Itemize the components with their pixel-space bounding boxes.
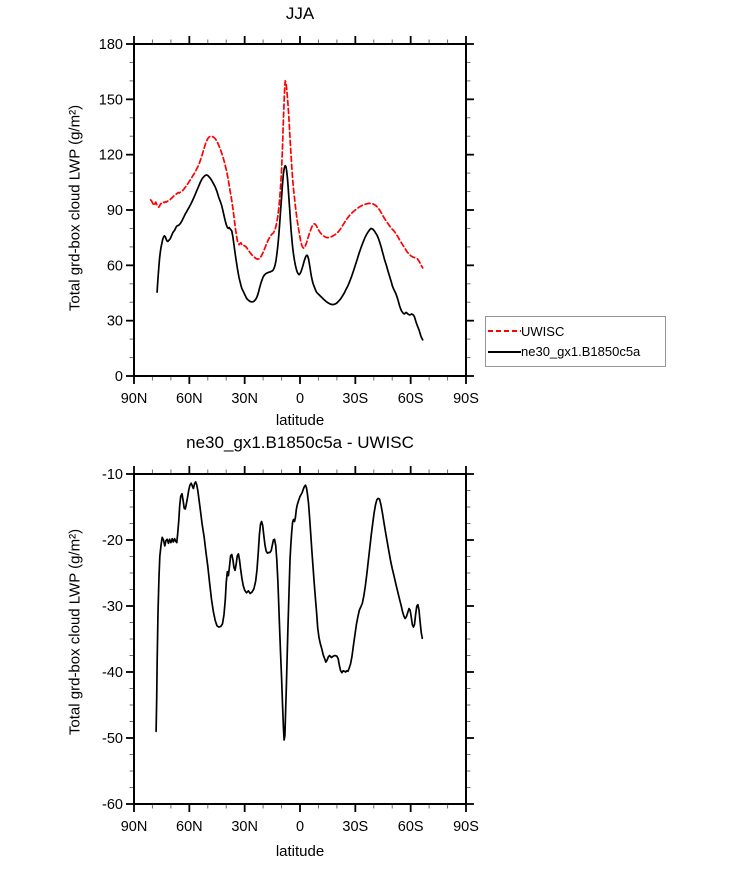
x-tick-label: 90N <box>121 819 148 835</box>
y-tick-label: 120 <box>99 148 123 164</box>
uwisc-dashed-line-swatch <box>488 330 521 333</box>
y-tick-label: 60 <box>107 258 123 274</box>
x-tick-label: 30N <box>231 819 258 835</box>
y-tick-label: 90 <box>107 203 123 219</box>
x-tick-label: 90N <box>121 391 148 407</box>
top-chart-title: JJA <box>285 4 315 23</box>
y-tick-label: 0 <box>115 369 123 385</box>
plot-frame <box>133 473 467 805</box>
x-tick-label: 60S <box>398 391 424 407</box>
y-tick-label: 30 <box>107 314 123 330</box>
x-tick-label: 30N <box>231 391 258 407</box>
x-tick-label: 0 <box>296 819 304 835</box>
chart-area-1: 90N 60N 30N 0 30S 60S 90S -60 -50 -40 -30 -20 -10 <box>102 466 479 835</box>
y-tick-label: -20 <box>102 533 123 549</box>
x-tick-label: 90S <box>453 391 479 407</box>
plot-frame <box>133 43 467 377</box>
x-tick-label: 0 <box>296 391 304 407</box>
chart-area-0: 90N 60N 30N 0 30S 60S 90S 0 30 60 90 120 150 180 <box>99 36 479 407</box>
top-chart-x-axis-label: latitude <box>275 412 325 429</box>
ne30-solid-line-swatch <box>488 350 521 353</box>
y-tick-label: -30 <box>102 599 123 615</box>
legend-item-uwisc: UWISC <box>488 325 665 338</box>
legend-label-uwisc: UWISC <box>521 323 565 339</box>
bottom-chart-title: ne30_gx1.B1850c5a - UWISC <box>186 433 414 452</box>
series-line-uwisc <box>149 80 424 269</box>
y-tick-label: -50 <box>102 731 123 747</box>
legend: UWISC ne30_gx1.B1850c5a <box>485 316 666 367</box>
x-tick-label: 90S <box>453 819 479 835</box>
y-tick-label: 180 <box>99 37 123 53</box>
x-tick-label: 30S <box>342 819 368 835</box>
legend-item-ne30: ne30_gx1.B1850c5a <box>488 345 665 358</box>
legend-label-ne30: ne30_gx1.B1850c5a <box>521 344 641 360</box>
bottom-chart-y-axis-label: Total grd-box cloud LWP (g/m²) <box>66 528 84 736</box>
bottom-chart-x-axis-label: latitude <box>275 843 325 860</box>
y-tick-label: -60 <box>102 797 123 813</box>
x-tick-label: 60S <box>398 819 424 835</box>
y-tick-label: -40 <box>102 665 123 681</box>
y-tick-label: -10 <box>102 467 123 483</box>
y-tick-label: 150 <box>99 92 123 108</box>
top-chart-y-axis-label: Total grd-box cloud LWP (g/m²) <box>66 104 84 312</box>
x-tick-label: 60N <box>176 819 203 835</box>
series-line-ne30-gx1-b1850c5a <box>156 164 424 341</box>
x-tick-label: 60N <box>176 391 203 407</box>
series-line-ne30-gx1-b1850c5a-uwisc <box>155 481 424 741</box>
x-tick-label: 30S <box>342 391 368 407</box>
